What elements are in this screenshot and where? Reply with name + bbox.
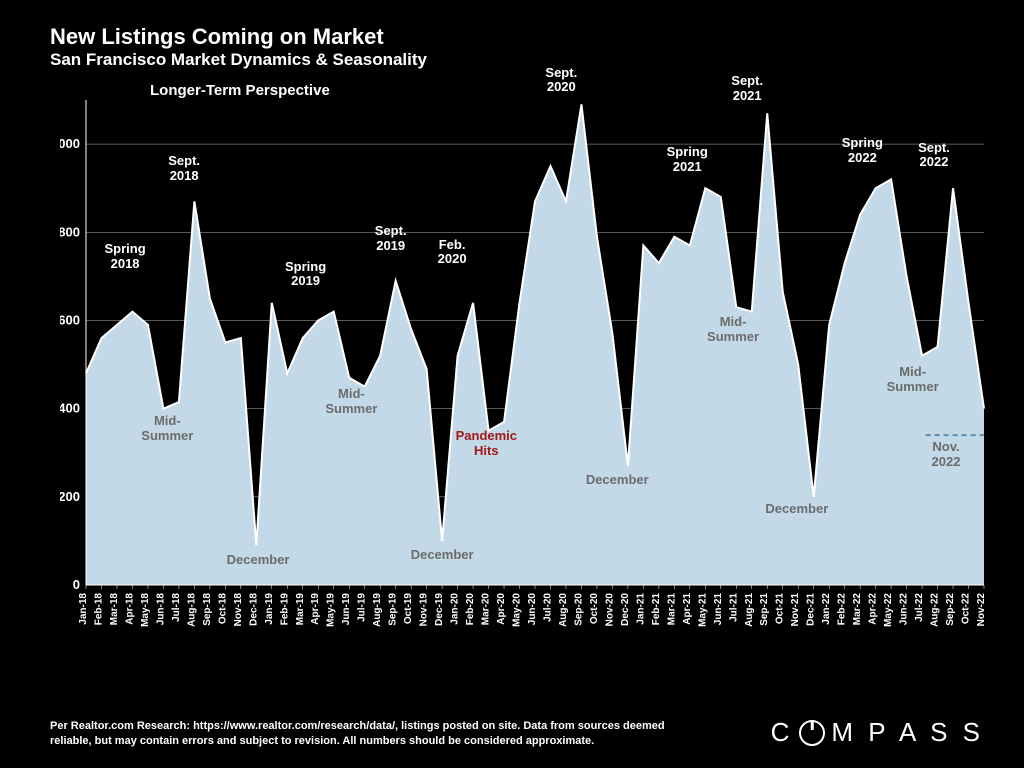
svg-text:Dec-20: Dec-20 — [620, 593, 631, 626]
svg-text:600: 600 — [60, 312, 80, 327]
svg-text:Jan-22: Jan-22 — [821, 593, 832, 625]
svg-text:Jun-18: Jun-18 — [155, 593, 166, 626]
svg-text:Jul-21: Jul-21 — [728, 593, 739, 622]
svg-text:Mar-21: Mar-21 — [666, 593, 677, 626]
annotation: December — [411, 548, 474, 563]
svg-text:Mar-20: Mar-20 — [481, 593, 492, 626]
svg-text:Sep-22: Sep-22 — [945, 593, 956, 626]
svg-text:Sep-19: Sep-19 — [388, 593, 399, 626]
annotation: Sept. 2018 — [168, 154, 200, 184]
svg-text:Sep-21: Sep-21 — [759, 593, 770, 626]
compass-icon — [799, 720, 825, 746]
svg-text:Aug-19: Aug-19 — [372, 593, 383, 627]
svg-text:Aug-20: Aug-20 — [558, 593, 569, 627]
annotation: Nov. 2022 — [932, 440, 961, 470]
svg-text:Nov-21: Nov-21 — [790, 593, 801, 627]
svg-text:Sep-20: Sep-20 — [573, 593, 584, 626]
chart-subtitle: San Francisco Market Dynamics & Seasonal… — [50, 50, 427, 70]
svg-text:Jul-19: Jul-19 — [357, 593, 368, 622]
annotation: Spring 2022 — [842, 136, 883, 166]
svg-text:Jan-21: Jan-21 — [635, 593, 646, 625]
svg-text:Jan-19: Jan-19 — [264, 593, 275, 625]
svg-text:Dec-19: Dec-19 — [434, 593, 445, 626]
chart-title: New Listings Coming on Market — [50, 24, 384, 50]
svg-text:May-19: May-19 — [326, 593, 337, 627]
svg-text:May-22: May-22 — [883, 593, 894, 627]
svg-text:Apr-19: Apr-19 — [310, 593, 321, 625]
logo-text-mpass: M P A S S — [831, 717, 984, 748]
svg-text:Sep-18: Sep-18 — [202, 593, 213, 626]
annotation: Mid- Summer — [887, 365, 939, 395]
svg-text:Feb-18: Feb-18 — [93, 593, 104, 626]
area-chart: 0 200 400 600 800 1000 Jan-18 Feb-18 Mar-18 Apr-1… — [60, 100, 990, 660]
svg-text:Mar-19: Mar-19 — [295, 593, 306, 626]
svg-text:Oct-20: Oct-20 — [589, 593, 600, 625]
svg-text:Aug-18: Aug-18 — [186, 593, 197, 627]
chart-svg: 0 200 400 600 800 1000 Jan-18 Feb-18 Mar-18 Apr-1… — [60, 100, 990, 660]
annotation: Spring 2019 — [285, 260, 326, 290]
annotation: December — [586, 473, 649, 488]
svg-text:Oct-21: Oct-21 — [775, 593, 786, 625]
svg-text:May-20: May-20 — [512, 593, 523, 627]
svg-text:Oct-22: Oct-22 — [961, 593, 972, 625]
annotation: Sept. 2021 — [731, 74, 763, 104]
annotation: Spring 2018 — [104, 242, 145, 272]
annotation: December — [765, 502, 828, 517]
svg-text:Feb-19: Feb-19 — [279, 593, 290, 626]
svg-text:Feb-21: Feb-21 — [651, 593, 662, 626]
annotation: Sept. 2022 — [918, 141, 950, 171]
footnote-text: Per Realtor.com Research: https://www.re… — [50, 719, 690, 748]
svg-text:Nov-22: Nov-22 — [976, 593, 987, 627]
logo-text-c: C — [771, 717, 794, 748]
svg-text:Aug-21: Aug-21 — [744, 593, 755, 627]
svg-text:0: 0 — [73, 577, 80, 592]
svg-text:Jul-22: Jul-22 — [914, 593, 925, 622]
annotation: Mid- Summer — [707, 315, 759, 345]
perspective-label: Longer-Term Perspective — [150, 82, 330, 99]
svg-text:400: 400 — [60, 401, 80, 416]
annotation: Sept. 2019 — [375, 224, 407, 254]
svg-text:Feb-20: Feb-20 — [465, 593, 476, 626]
svg-text:Nov-20: Nov-20 — [604, 593, 615, 627]
svg-text:Feb-22: Feb-22 — [837, 593, 848, 626]
svg-text:Apr-20: Apr-20 — [496, 593, 507, 625]
svg-text:May-18: May-18 — [140, 593, 151, 627]
svg-text:Apr-22: Apr-22 — [868, 593, 879, 625]
annotation: Sept. 2020 — [545, 66, 577, 96]
svg-text:200: 200 — [60, 489, 80, 504]
svg-text:Dec-21: Dec-21 — [806, 593, 817, 626]
annotation: Spring 2021 — [667, 145, 708, 175]
svg-text:Apr-18: Apr-18 — [124, 593, 135, 625]
annotation: Feb. 2020 — [438, 238, 467, 268]
annotation: Mid- Summer — [325, 387, 377, 417]
annotation: Pandemic Hits — [456, 429, 517, 459]
svg-text:Jun-22: Jun-22 — [899, 593, 910, 626]
svg-text:May-21: May-21 — [697, 593, 708, 627]
svg-text:Jun-19: Jun-19 — [341, 593, 352, 626]
svg-text:Jun-21: Jun-21 — [713, 593, 724, 626]
svg-text:Jul-18: Jul-18 — [171, 593, 182, 622]
svg-text:Jul-20: Jul-20 — [542, 593, 553, 622]
svg-text:Oct-19: Oct-19 — [403, 593, 414, 625]
svg-text:1000: 1000 — [60, 136, 80, 151]
svg-text:Apr-21: Apr-21 — [682, 593, 693, 625]
svg-text:Jan-20: Jan-20 — [450, 593, 461, 625]
svg-text:Jun-20: Jun-20 — [527, 593, 538, 626]
svg-text:Oct-18: Oct-18 — [217, 593, 228, 625]
svg-text:Mar-18: Mar-18 — [109, 593, 120, 626]
svg-text:Jan-18: Jan-18 — [78, 593, 89, 625]
svg-text:Nov-18: Nov-18 — [233, 593, 244, 627]
svg-text:Aug-22: Aug-22 — [930, 593, 941, 627]
svg-text:Mar-22: Mar-22 — [852, 593, 863, 626]
compass-logo: C M P A S S — [771, 717, 984, 748]
svg-text:Dec-18: Dec-18 — [248, 593, 259, 626]
svg-text:Nov-19: Nov-19 — [419, 593, 430, 627]
svg-text:800: 800 — [60, 224, 80, 239]
annotation: December — [227, 553, 290, 568]
annotation: Mid- Summer — [141, 414, 193, 444]
